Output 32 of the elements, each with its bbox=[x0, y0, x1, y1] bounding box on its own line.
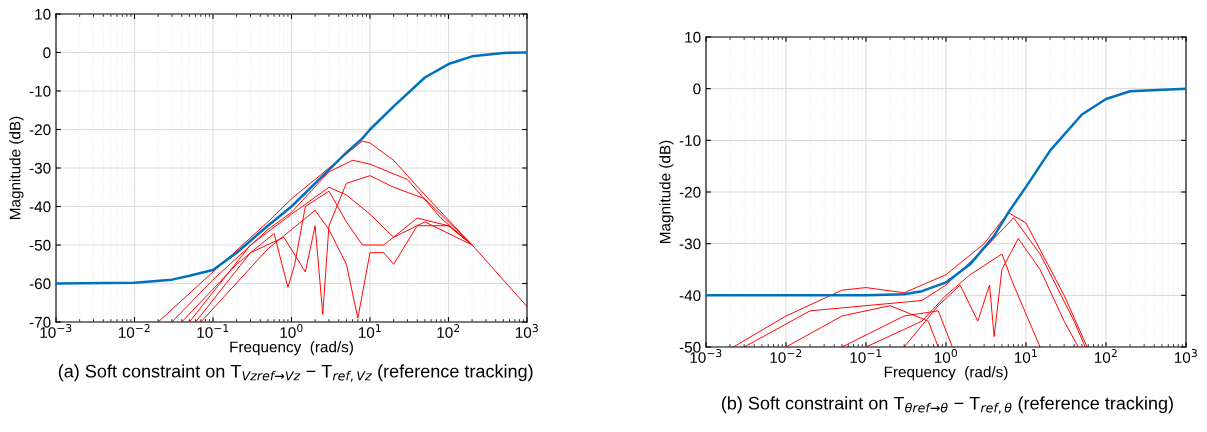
y-tick-label: 10 bbox=[35, 8, 51, 20]
x-axis-title: Frequency (rad/s) bbox=[884, 366, 1008, 381]
text: (b) Soft constraint on T$_{θref→θ}$ − T$_{ref,θ}$ (reference tracking) bbox=[721, 396, 1173, 414]
y-tick-label: -10 bbox=[29, 85, 51, 97]
y-tick-label: -40 bbox=[29, 201, 51, 213]
x-tick-label: 10$^{−2}$ bbox=[118, 324, 150, 338]
x-tick-label: 10$^{2}$ bbox=[437, 324, 460, 338]
x-axis-title: Frequency (rad/s) bbox=[230, 341, 353, 356]
x-tick-label: 10$^{0}$ bbox=[280, 324, 303, 338]
text: (a) Soft constraint on T$_{Vzref→Vz}$ − T$_{ref,Vz}$ (reference tracking) bbox=[58, 364, 533, 382]
y-tick-label: -30 bbox=[29, 162, 51, 174]
x-tick-label: 10$^{3}$ bbox=[515, 324, 538, 338]
y-tick-label: -20 bbox=[29, 124, 51, 136]
y-tick-label: -40 bbox=[679, 290, 701, 302]
y-axis-title: Magnitude (dB) bbox=[9, 116, 24, 219]
y-tick-label: -20 bbox=[679, 186, 701, 198]
x-tick-label: 10$^{−1}$ bbox=[850, 349, 882, 363]
y-tick-label: 0 bbox=[693, 83, 701, 95]
x-tick-label: 10$^{2}$ bbox=[1094, 349, 1117, 363]
y-axis-title: Magnitude (dB) bbox=[659, 140, 674, 243]
y-tick-label: 0 bbox=[43, 47, 51, 59]
x-tick-label: 10$^{0}$ bbox=[934, 349, 958, 363]
x-tick-label: 10$^{1}$ bbox=[1014, 349, 1037, 363]
y-tick-label: -50 bbox=[29, 239, 51, 251]
y-tick-label: -10 bbox=[679, 135, 701, 147]
x-tick-label: 10$^{−1}$ bbox=[197, 324, 229, 338]
y-tick-label: -60 bbox=[29, 278, 51, 290]
x-tick-label: 10$^{−2}$ bbox=[770, 349, 802, 363]
y-tick-label: 10 bbox=[685, 31, 701, 43]
x-tick-label: 10$^{3}$ bbox=[1174, 349, 1197, 363]
y-tick-label: -30 bbox=[679, 238, 701, 250]
x-tick-label: 10$^{1}$ bbox=[358, 324, 381, 338]
